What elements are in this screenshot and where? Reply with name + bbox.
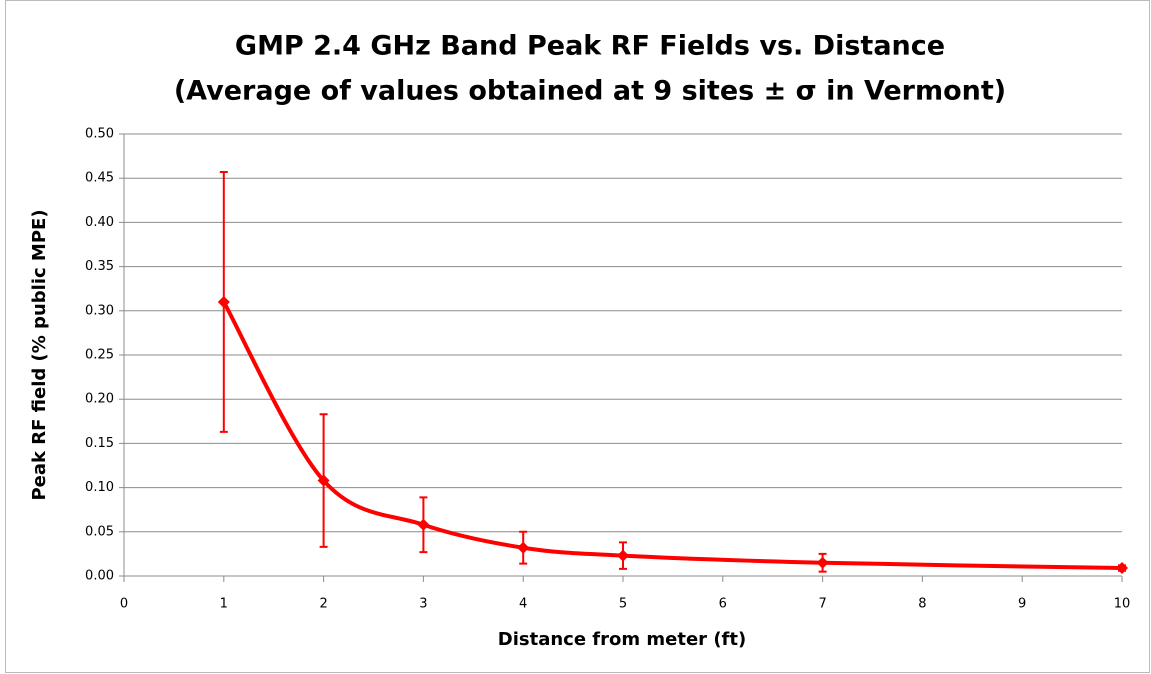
marker	[1116, 562, 1128, 575]
marker	[317, 474, 330, 487]
marker	[217, 295, 230, 308]
marker	[417, 518, 430, 531]
chart-subtitle: (Average of values obtained at 9 sites ±…	[174, 76, 1006, 107]
chart-border	[5, 0, 1150, 673]
x-axis-label: Distance from meter (ft)	[498, 629, 746, 650]
y-tick-label: 0.50	[85, 127, 114, 142]
marker	[816, 556, 829, 569]
y-tick-label: 0.00	[85, 569, 114, 584]
x-tick-label: 10	[1114, 597, 1131, 612]
x-tick-label: 9	[1018, 597, 1026, 612]
y-tick-label: 0.45	[85, 171, 114, 186]
y-axis-label: Peak RF field (% public MPE)	[29, 209, 50, 500]
y-tick-label: 0.10	[85, 480, 114, 495]
x-tick-label: 8	[918, 597, 926, 612]
y-tick-label: 0.20	[85, 392, 114, 407]
x-tick-label: 1	[220, 597, 228, 612]
y-tick-label: 0.40	[85, 215, 114, 230]
y-tick-label: 0.05	[85, 524, 114, 539]
chart-title: GMP 2.4 GHz Band Peak RF Fields vs. Dist…	[235, 31, 945, 62]
y-tick-label: 0.35	[85, 259, 114, 274]
data-line	[222, 300, 1123, 571]
marker	[517, 541, 530, 554]
x-tick-label: 5	[619, 597, 627, 612]
y-tick-label: 0.25	[85, 348, 114, 363]
x-tick-label: 0	[120, 597, 128, 612]
y-tick-label: 0.15	[85, 436, 114, 451]
y-tick-label: 0.30	[85, 303, 114, 318]
x-tick-label: 4	[519, 597, 527, 612]
x-tick-label: 3	[419, 597, 427, 612]
x-tick-label: 6	[719, 597, 727, 612]
marker	[617, 549, 629, 562]
x-tick-label: 7	[818, 597, 826, 612]
x-tick-label: 2	[319, 597, 327, 612]
